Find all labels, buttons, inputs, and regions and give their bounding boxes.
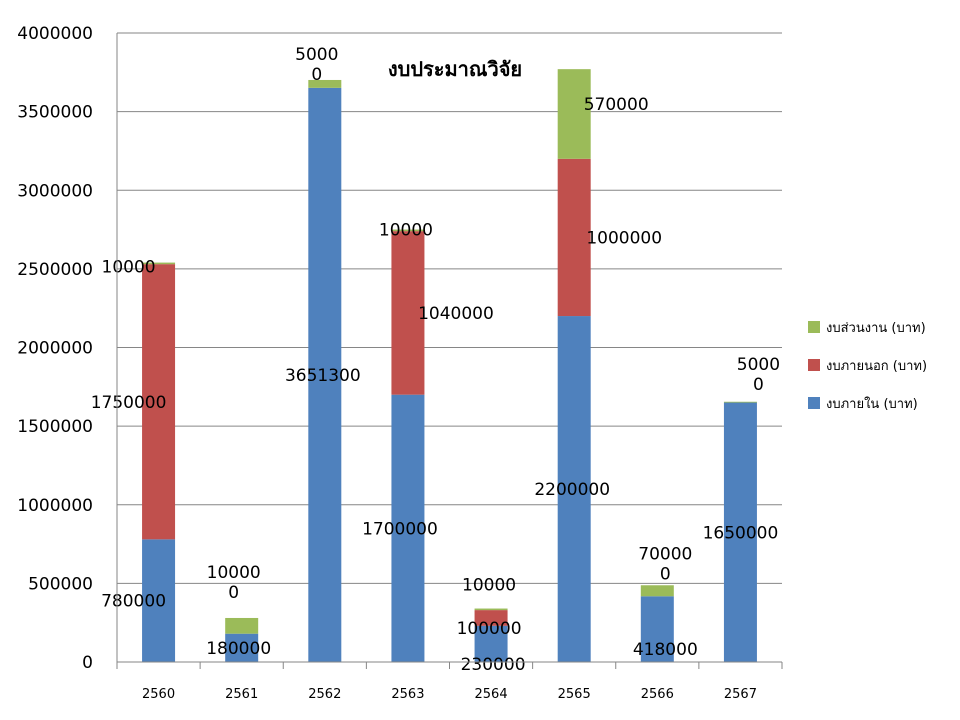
bar-department <box>308 79 342 88</box>
data-label-internal: 3651300 <box>285 366 361 386</box>
data-label-department: 70000 0 <box>638 544 692 584</box>
legend-swatch <box>808 397 820 409</box>
legend-item-external: งบภายนอก (บาท) <box>808 359 927 374</box>
data-label-internal: 1700000 <box>362 519 438 539</box>
bar-department <box>723 401 757 403</box>
legend-item-internal: งบภายใน (บาท) <box>808 396 918 412</box>
bar-department <box>142 262 176 265</box>
data-label-internal: 1650000 <box>703 523 779 543</box>
bar-external <box>142 264 176 540</box>
legend: งบส่วนงาน (บาท) งบภายนอก (บาท) งบภายใน (บา… <box>808 321 927 412</box>
x-tick-label: 2566 <box>641 687 674 702</box>
bars <box>142 69 757 663</box>
bar-internal <box>723 402 757 662</box>
y-tick-label: 3500000 <box>17 103 93 123</box>
legend-item-department: งบส่วนงาน (บาท) <box>808 321 926 336</box>
x-tick-label: 2563 <box>391 687 424 702</box>
legend-swatch <box>808 321 820 333</box>
bar-department <box>640 585 674 597</box>
y-tick-label: 0 <box>82 653 93 673</box>
bar-internal <box>225 633 259 662</box>
bar-external <box>557 158 591 317</box>
legend-label: งบส่วนงาน (บาท) <box>826 321 926 336</box>
data-label-external: 1750000 <box>91 393 167 413</box>
bar-internal <box>391 394 425 662</box>
bar-department <box>557 69 591 159</box>
data-label-department: 10000 <box>379 221 433 241</box>
chart-title: งบประมาณวิจัย <box>388 57 522 81</box>
data-label-external: 1000000 <box>586 228 662 248</box>
bar-internal <box>142 539 176 662</box>
legend-label: งบภายนอก (บาท) <box>826 359 927 374</box>
y-tick-label: 500000 <box>28 574 93 594</box>
x-tick-label: 2562 <box>308 687 341 702</box>
x-tick-label: 2560 <box>142 687 175 702</box>
data-label-internal: 230000 <box>461 655 526 675</box>
data-label-internal: 780000 <box>101 592 166 612</box>
bar-external <box>474 610 508 626</box>
data-label-external: 100000 <box>457 619 522 639</box>
bar-internal <box>474 625 508 662</box>
legend-swatch <box>808 359 820 371</box>
gridlines <box>117 32 782 584</box>
y-tick-label: 1500000 <box>17 417 93 437</box>
y-tick-label: 1000000 <box>17 496 93 516</box>
data-label-department: 570000 <box>584 95 649 115</box>
data-label-department: 10000 0 <box>207 563 261 603</box>
data-label-department: 5000 0 <box>295 45 338 85</box>
data-labels: 780000 1750000 10000 180000 10000 0 3651300 500… <box>91 45 780 675</box>
data-label-internal: 180000 <box>206 639 271 659</box>
x-tick-label: 2565 <box>558 687 591 702</box>
y-tick-label: 4000000 <box>17 24 93 44</box>
bar-department <box>391 229 425 232</box>
data-label-internal: 418000 <box>633 640 698 660</box>
bar-internal <box>557 316 591 662</box>
bar-external <box>391 231 425 395</box>
data-label-department: 10000 <box>462 576 516 596</box>
bar-internal <box>640 596 674 662</box>
bar-internal <box>308 87 342 663</box>
bar-department <box>474 608 508 611</box>
y-tick-label: 3000000 <box>17 181 93 201</box>
data-label-internal: 2200000 <box>534 480 610 500</box>
legend-label: งบภายใน (บาท) <box>826 396 918 412</box>
data-label-department: 5000 0 <box>737 355 780 395</box>
axes: 0 500000 1000000 1500000 2000000 2500000 30000… <box>17 24 783 702</box>
y-tick-label: 2500000 <box>17 260 93 280</box>
x-tick-label: 2561 <box>225 687 258 702</box>
y-tick-label: 2000000 <box>17 339 93 359</box>
data-label-external: 1040000 <box>418 304 494 324</box>
bar-department <box>225 617 259 634</box>
x-tick-label: 2564 <box>475 687 508 702</box>
data-label-department: 10000 <box>102 258 156 278</box>
x-tick-label: 2567 <box>724 687 757 702</box>
